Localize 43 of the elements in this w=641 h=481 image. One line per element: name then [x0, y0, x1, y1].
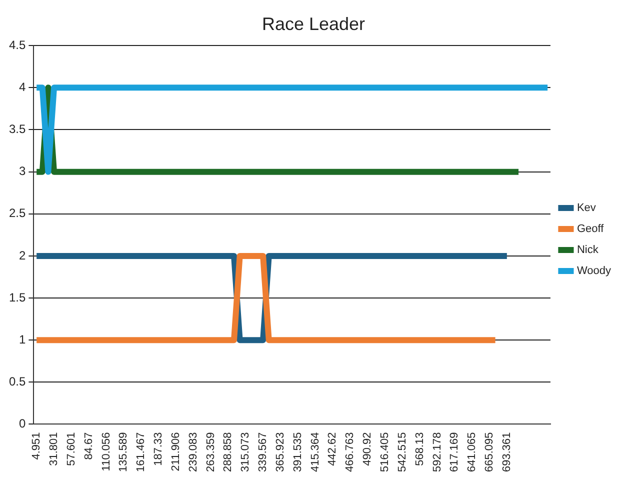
x-tick-label: 365.923 — [274, 432, 286, 472]
x-tick-label: 135.589 — [118, 432, 130, 472]
x-tick-label: 187.33 — [152, 432, 165, 466]
x-tick-label: 665.095 — [484, 432, 496, 472]
y-tick-label: 1.5 — [8, 290, 26, 304]
y-tick-label: 1 — [18, 332, 26, 346]
x-tick-label: 693.361 — [500, 432, 513, 472]
legend-label: Woody — [576, 265, 612, 278]
x-tick-label: 391.535 — [292, 432, 304, 472]
legend-label: Kev — [576, 202, 596, 214]
x-tick-label: 490.92 — [362, 432, 374, 466]
x-tick-label: 592.178 — [431, 432, 444, 472]
y-tick-label: 3 — [18, 164, 26, 178]
x-tick-label: 288.858 — [222, 432, 234, 472]
chart-title: Race Leader — [262, 14, 366, 34]
y-tick-label: 0.5 — [8, 374, 26, 388]
x-tick-label: 84.67 — [82, 432, 95, 460]
x-tick-label: 239.083 — [187, 432, 200, 472]
y-tick-label: 4 — [18, 80, 26, 94]
x-tick-label: 31.801 — [48, 432, 60, 466]
y-tick-label: 2.5 — [8, 206, 26, 220]
x-tick-label: 641.065 — [466, 432, 478, 472]
legend-label: Nick — [576, 244, 599, 256]
legend-label: Geoff — [576, 223, 605, 236]
x-tick-label: 4.951 — [30, 432, 43, 460]
x-tick-label: 315.073 — [240, 432, 252, 472]
y-tick-label: 0 — [18, 416, 26, 431]
x-tick-label: 415.364 — [309, 432, 322, 472]
x-tick-label: 161.467 — [135, 432, 148, 472]
x-tick-label: 542.515 — [396, 432, 408, 472]
x-tick-label: 617.169 — [448, 432, 461, 472]
x-tick-label: 568.13 — [414, 432, 426, 466]
x-tick-label: 442.62 — [326, 432, 339, 466]
x-tick-label: 211.906 — [170, 432, 182, 472]
x-tick-label: 110.056 — [100, 432, 112, 472]
x-tick-label: 339.567 — [257, 432, 270, 472]
x-tick-label: 516.405 — [379, 432, 392, 472]
x-tick-label: 57.601 — [65, 432, 78, 466]
x-tick-label: 263.359 — [204, 432, 217, 472]
x-tick-label: 466.763 — [344, 432, 356, 472]
y-tick-label: 4.5 — [8, 38, 26, 52]
y-tick-label: 2 — [18, 248, 26, 262]
y-tick-label: 3.5 — [8, 122, 26, 136]
